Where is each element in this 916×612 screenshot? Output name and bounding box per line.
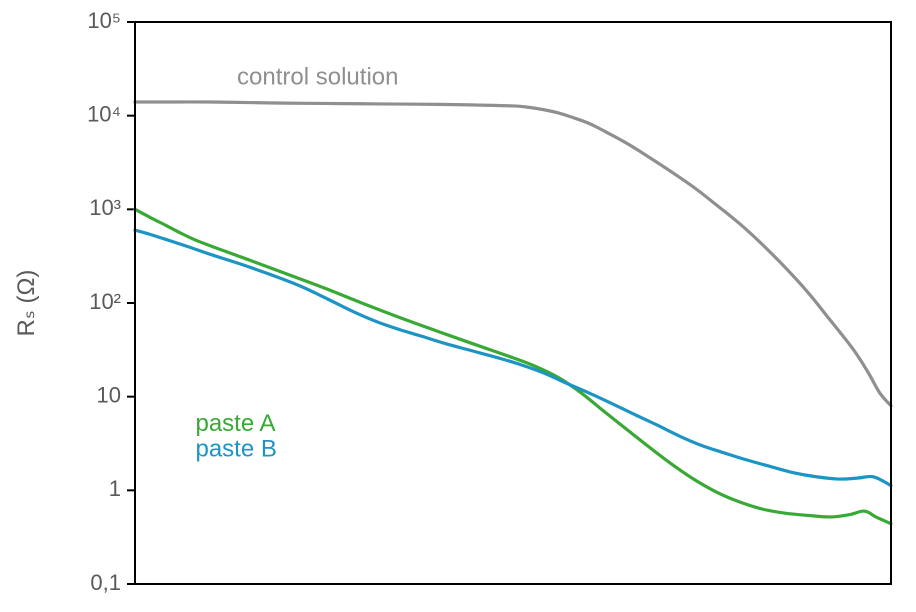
y-tick-label: 10⁵ — [87, 8, 121, 33]
y-tick-label: 1 — [109, 476, 121, 501]
y-axis-label: Rₛ (Ω) — [13, 270, 40, 337]
y-tick-label: 10 — [97, 382, 121, 407]
y-tick-label: 10⁴ — [87, 101, 121, 126]
series-label-paste-A: paste A — [195, 410, 275, 437]
series-label-paste-B: paste B — [195, 435, 276, 462]
line-chart: 0,1 1 10 10² 10³ 10⁴ 10⁵ Rₛ (Ω) control solution… — [0, 0, 916, 612]
y-tick-label: 0,1 — [90, 570, 121, 595]
series-label-control-solution: control solution — [237, 64, 398, 91]
y-tick-label: 10² — [89, 289, 121, 314]
chart-container: 0,1 1 10 10² 10³ 10⁴ 10⁵ Rₛ (Ω) control solution… — [0, 0, 916, 612]
y-tick-label: 10³ — [89, 195, 121, 220]
